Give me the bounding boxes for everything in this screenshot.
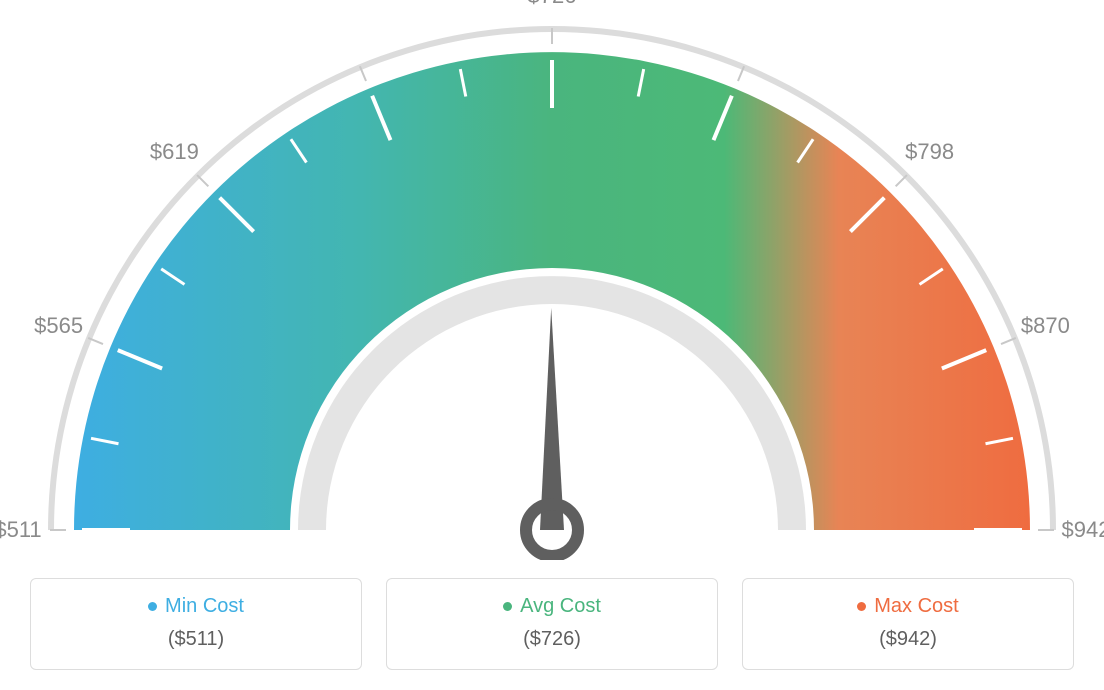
legend-value: ($942) bbox=[753, 628, 1063, 651]
legend-title-text: Min Cost bbox=[165, 595, 244, 618]
legend: Min Cost ($511) Avg Cost ($726) Max Cost ($94… bbox=[30, 578, 1074, 670]
tick-label: $511 bbox=[0, 517, 42, 543]
legend-value: ($511) bbox=[41, 628, 351, 651]
legend-title: Avg Cost bbox=[503, 595, 601, 618]
tick-label: $565 bbox=[34, 313, 83, 339]
legend-dot-icon bbox=[857, 602, 866, 611]
tick-label: $726 bbox=[528, 0, 577, 9]
outer-tick bbox=[896, 175, 907, 186]
gauge-svg bbox=[0, 0, 1104, 560]
tick-label: $619 bbox=[150, 139, 199, 165]
legend-dot-icon bbox=[503, 602, 512, 611]
tick-label: $870 bbox=[1021, 313, 1070, 339]
legend-item: Avg Cost ($726) bbox=[386, 578, 718, 670]
legend-title: Min Cost bbox=[148, 595, 244, 618]
gauge-chart-container: $511 $565 $619 $726 $798 $870 $942 Min Cost ($5… bbox=[0, 0, 1104, 690]
outer-tick bbox=[197, 175, 208, 186]
tick-label: $798 bbox=[905, 139, 954, 165]
legend-title: Max Cost bbox=[857, 595, 958, 618]
legend-item: Min Cost ($511) bbox=[30, 578, 362, 670]
needle bbox=[540, 308, 564, 530]
gauge-area: $511 $565 $619 $726 $798 $870 $942 bbox=[0, 0, 1104, 560]
legend-item: Max Cost ($942) bbox=[742, 578, 1074, 670]
legend-title-text: Avg Cost bbox=[520, 595, 601, 618]
legend-dot-icon bbox=[148, 602, 157, 611]
legend-title-text: Max Cost bbox=[874, 595, 958, 618]
tick-label: $942 bbox=[1062, 517, 1104, 543]
legend-value: ($726) bbox=[397, 628, 707, 651]
